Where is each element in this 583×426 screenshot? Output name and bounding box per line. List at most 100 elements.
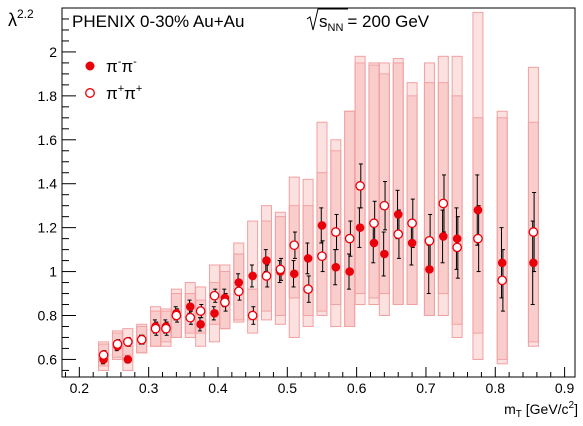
sys-box-s1-p23 — [392, 62, 404, 306]
point-pi-minus-29 — [497, 258, 507, 268]
sys-box-s1-p16 — [302, 205, 314, 327]
x-tick-label: 0.7 — [416, 380, 436, 396]
point-pi-plus-5 — [161, 323, 171, 334]
point-pi-plus-25 — [424, 235, 435, 246]
x-tick-label: 0.3 — [139, 380, 159, 396]
point-pi-plus-28 — [473, 233, 483, 244]
point-pi-minus-12 — [248, 271, 257, 281]
point-pi-minus-23 — [393, 210, 403, 219]
y-tick-label: 1.8 — [38, 88, 58, 104]
point-pi-minus-21 — [369, 238, 379, 248]
point-pi-minus-15 — [289, 269, 299, 279]
point-pi-plus-1 — [112, 339, 123, 349]
point-pi-plus-27 — [452, 242, 462, 253]
point-pi-plus-0 — [98, 350, 109, 360]
point-pi-plus-16 — [303, 284, 313, 294]
y-tick-label: 2 — [49, 44, 57, 60]
point-pi-minus-16 — [303, 254, 313, 263]
point-pi-minus-30 — [529, 258, 538, 268]
y-tick-label: 1 — [49, 264, 57, 280]
point-pi-minus-11 — [234, 278, 244, 287]
point-pi-plus-29 — [497, 275, 508, 286]
point-pi-minus-17 — [317, 221, 327, 230]
sys-box-s1-p13 — [261, 220, 273, 321]
sys-box-s1-p28 — [472, 117, 484, 334]
x-tick-label: 0.2 — [70, 380, 90, 396]
energy-label: sNN = 200 GeV — [306, 8, 430, 34]
point-pi-plus-21 — [369, 218, 379, 229]
chart-title: PHENIX 0-30% Au+Au — [72, 12, 244, 31]
axes: 0.2 0.3 0.4 0.5 0.6 0.7 0.8 0.9 0.6 0.8 1 1.2 1.4 1.6… — [38, 7, 575, 396]
y-tick-label: 1.2 — [38, 220, 58, 236]
point-pi-minus-2 — [123, 355, 133, 364]
y-tick-label: 1.4 — [38, 176, 58, 192]
point-pi-plus-30 — [528, 227, 539, 237]
sys-box-s1-p25 — [423, 82, 435, 316]
point-pi-minus-9 — [210, 309, 219, 318]
legend-marker-pi-minus — [85, 61, 95, 71]
point-pi-plus-15 — [289, 240, 300, 251]
sys-box-s1-p30 — [527, 66, 539, 347]
y-axis-title: λ2.2 — [8, 7, 34, 30]
point-pi-plus-20 — [355, 181, 365, 191]
sys-box-s1-p22 — [378, 62, 390, 295]
point-pi-plus-22 — [379, 200, 390, 211]
x-tick-label: 0.5 — [278, 380, 298, 396]
point-pi-minus-18 — [331, 262, 341, 272]
point-pi-minus-20 — [355, 223, 365, 232]
legend-label-pi-minus: π-π- — [106, 56, 137, 76]
point-pi-minus-27 — [452, 234, 462, 243]
point-pi-plus-8 — [195, 306, 206, 316]
point-pi-plus-3 — [136, 334, 147, 345]
sys-box-s1-p20 — [354, 55, 366, 295]
legend: π-π- π+π+ — [85, 56, 142, 103]
markers — [98, 181, 539, 364]
point-pi-minus-13 — [262, 256, 271, 265]
point-pi-plus-17 — [317, 251, 327, 262]
sys-box-s1-p18 — [330, 139, 342, 306]
point-pi-plus-6 — [171, 310, 182, 321]
svg-text:sNN= 200 GeV: sNN = 200 GeV — [319, 12, 430, 34]
point-pi-plus-19 — [344, 233, 355, 244]
sys-box-s1-p19 — [344, 110, 356, 327]
point-pi-plus-23 — [393, 229, 404, 240]
y-tick-label: 0.6 — [38, 351, 58, 367]
point-pi-plus-24 — [407, 218, 417, 229]
point-pi-plus-4 — [150, 323, 161, 334]
point-pi-plus-26 — [438, 198, 449, 209]
x-tick-label: 0.8 — [486, 380, 506, 396]
point-pi-plus-12 — [247, 310, 258, 321]
point-pi-minus-22 — [380, 249, 389, 259]
legend-label-pi-plus: π+π+ — [106, 83, 142, 103]
energy-value: = 200 GeV — [347, 12, 429, 31]
point-pi-minus-24 — [407, 238, 417, 248]
x-tick-label: 0.6 — [347, 380, 367, 396]
point-pi-minus-19 — [345, 267, 354, 276]
energy-sub: NN — [328, 22, 344, 34]
x-tick-label: 0.4 — [208, 380, 228, 396]
y-tick-label: 0.8 — [38, 308, 58, 324]
y-tick-label: 1.6 — [38, 132, 58, 148]
legend-marker-pi-plus — [85, 88, 95, 98]
point-pi-minus-25 — [425, 265, 434, 274]
plot-frame — [61, 7, 576, 378]
sys-box-s1-p29 — [496, 117, 508, 365]
point-pi-plus-9 — [209, 290, 220, 301]
point-pi-minus-8 — [196, 319, 205, 329]
point-pi-plus-18 — [330, 227, 341, 237]
point-pi-plus-14 — [275, 264, 286, 275]
sqrt-sign — [306, 8, 348, 31]
x-tick-label: 0.9 — [555, 380, 575, 396]
sys-box-s1-p17 — [316, 172, 328, 316]
point-pi-plus-2 — [123, 337, 133, 347]
x-axis-title: mT [GeV/c2] — [504, 400, 578, 420]
point-pi-minus-26 — [438, 232, 448, 241]
energy-s: s — [319, 12, 328, 31]
point-pi-plus-13 — [261, 271, 272, 281]
point-pi-plus-10 — [220, 297, 230, 308]
sys-box-s1-p15 — [288, 176, 300, 299]
point-pi-plus-11 — [233, 286, 244, 297]
point-pi-plus-7 — [185, 312, 196, 323]
sys-box-s1-p24 — [406, 82, 418, 306]
